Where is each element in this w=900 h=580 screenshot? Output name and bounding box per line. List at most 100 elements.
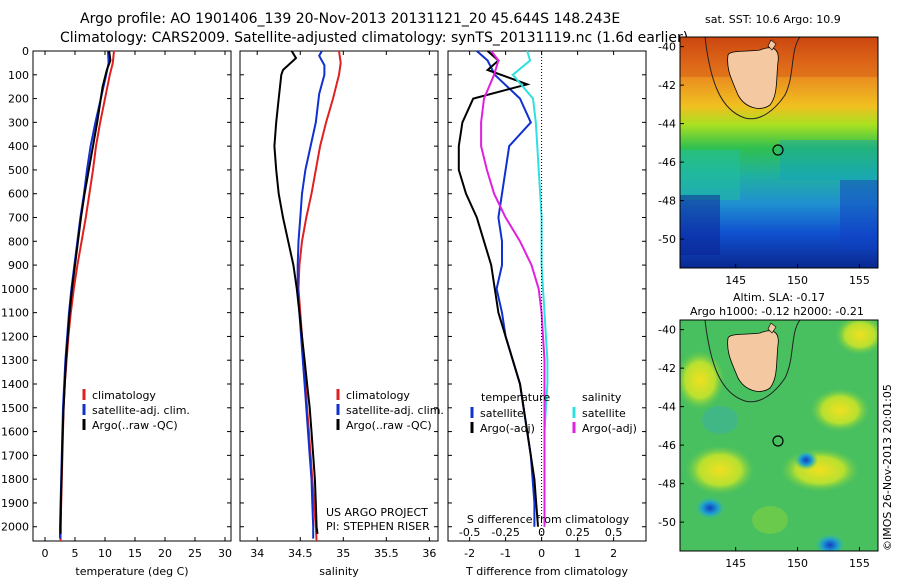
x-axis-label: T difference from climatology [465,565,628,578]
map-y-tick-label: -42 [658,362,676,375]
map-x-tick-label: 150 [787,274,808,287]
argo-position-marker-sla [772,435,784,447]
map-y-tick-label: -48 [658,478,676,491]
x-axis-label: salinity [319,565,359,578]
sst-map-frame [679,36,879,269]
y-tick-label: 1100 [1,307,29,320]
legend-label: satellite-adj. clim. [92,404,190,417]
legend-label: climatology [346,389,410,402]
series-line-argo-adj- [480,50,546,527]
project-annotation: PI: STEPHEN RISER [326,520,430,533]
y-tick-label: 1200 [1,330,29,343]
series-line-argo-raw-qc- [59,50,112,534]
x-tick-label: 5 [72,547,79,560]
y-tick-label: 1500 [1,402,29,415]
map-axes: 145 150 155 -40 -42 -44 -46 -48 -50 145 150 155 -40 -… [658,41,870,570]
salinity-plot: 34 34.5 35 35.5 36 salinity climatology satelli… [240,50,444,578]
x-tick-label: 10 [98,547,112,560]
series-line-satellite-adj-clim- [296,50,326,539]
y-tick-label: 800 [8,235,29,248]
y-tick-label: 400 [8,140,29,153]
s-tick-label: 0.5 [605,526,623,539]
x-tick-label: 0 [538,547,545,560]
imos-stamp: ©IMOS 26-Nov-2013 20:01:05 [881,384,894,551]
series-line-argo-adj- [457,50,539,527]
x-tick-label: -2 [464,547,475,560]
legend-label: Argo(..raw -QC) [92,419,178,432]
map-y-tick-label: -50 [658,516,676,529]
y-tick-label: 100 [8,69,29,82]
series-line-argo-raw-qc- [273,50,319,535]
map-y-tick-label: -50 [658,233,676,246]
x-tick-label: 36 [422,547,436,560]
x-tick-label: 34.5 [288,547,313,560]
x-tick-label: 35 [336,547,350,560]
y-tick-label: 200 [8,93,29,106]
y-tick-label: 0 [22,45,29,58]
x-tick-label: 15 [128,547,142,560]
s-axis-label: S difference from climatology [467,513,630,526]
map-y-tick-label: -46 [658,156,676,169]
map-x-tick-label: 145 [725,274,746,287]
legend-label: satellite [480,407,524,420]
map-y-tick-label: -40 [658,41,676,54]
difference-panel-frame [447,50,647,542]
s-tick-label: 0.25 [565,526,590,539]
x-tick-label: 0 [42,547,49,560]
y-tick-label: 1000 [1,283,29,296]
sst-map [680,37,878,268]
x-tick-label: 35.5 [374,547,399,560]
s-tick-label: -0.5 [459,526,480,539]
y-tick-label: 1700 [1,449,29,462]
y-tick-label: 700 [8,212,29,225]
sla-map-title-line2: Argo h1000: -0.12 h2000: -0.21 [690,305,864,318]
project-annotation: US ARGO PROJECT [326,506,428,519]
map-y-tick-label: -46 [658,439,676,452]
y-tick-label: 1400 [1,378,29,391]
sla-map-frame [679,319,879,552]
header-line1: Argo profile: AO 1901406_139 20-Nov-2013… [80,11,620,27]
sst-map-title: sat. SST: 10.6 Argo: 10.9 [705,13,841,26]
map-y-tick-label: -44 [658,118,676,131]
map-y-tick-label: -40 [658,324,676,337]
temperature-panel-frame [32,50,232,542]
s-tick-label: 0 [538,526,545,539]
map-y-tick-label: -44 [658,401,676,414]
sla-map-title-line1: Altim. SLA: -0.17 [733,291,825,304]
map-y-tick-label: -42 [658,79,676,92]
legend-label: satellite [582,407,626,420]
x-axis-label: temperature (deg C) [75,565,188,578]
map-x-tick-label: 155 [849,557,870,570]
y-tick-label: 500 [8,164,29,177]
x-tick-label: 25 [188,547,202,560]
map-x-tick-label: 150 [787,557,808,570]
map-x-tick-label: 155 [849,274,870,287]
y-tick-label: 900 [8,259,29,272]
y-tick-label: 1800 [1,473,29,486]
legend-title-salinity: salinity [582,391,622,404]
x-tick-label: -1 [500,547,511,560]
x-tick-label: 1 [574,547,581,560]
y-tick-label: 300 [8,116,29,129]
difference-plot: -2 -1 0 1 2 T difference from climatology -0.5… [448,50,646,578]
legend-label: Argo(-adj) [582,422,637,435]
x-tick-label: 30 [218,547,232,560]
header-line2: Climatology: CARS2009. Satellite-adjuste… [60,30,688,46]
legend-label: Argo(-adj) [480,422,535,435]
salinity-panel-frame [239,50,439,542]
y-tick-label: 1300 [1,354,29,367]
y-tick-label: 600 [8,188,29,201]
map-y-tick-label: -48 [658,195,676,208]
legend-title-temperature: temperature [481,391,550,404]
s-tick-label: -0.25 [491,526,519,539]
temperature-plot: 0 5 10 15 20 25 300100200300400500600700800900… [1,45,232,578]
legend-label: satellite-adj. clim. [346,404,444,417]
legend-label: Argo(..raw -QC) [346,419,432,432]
x-tick-label: 20 [158,547,172,560]
y-tick-label: 2000 [1,521,29,534]
x-tick-label: 34 [250,547,264,560]
x-tick-label: 2 [610,547,617,560]
argo-position-marker [772,144,784,156]
y-tick-label: 1600 [1,426,29,439]
